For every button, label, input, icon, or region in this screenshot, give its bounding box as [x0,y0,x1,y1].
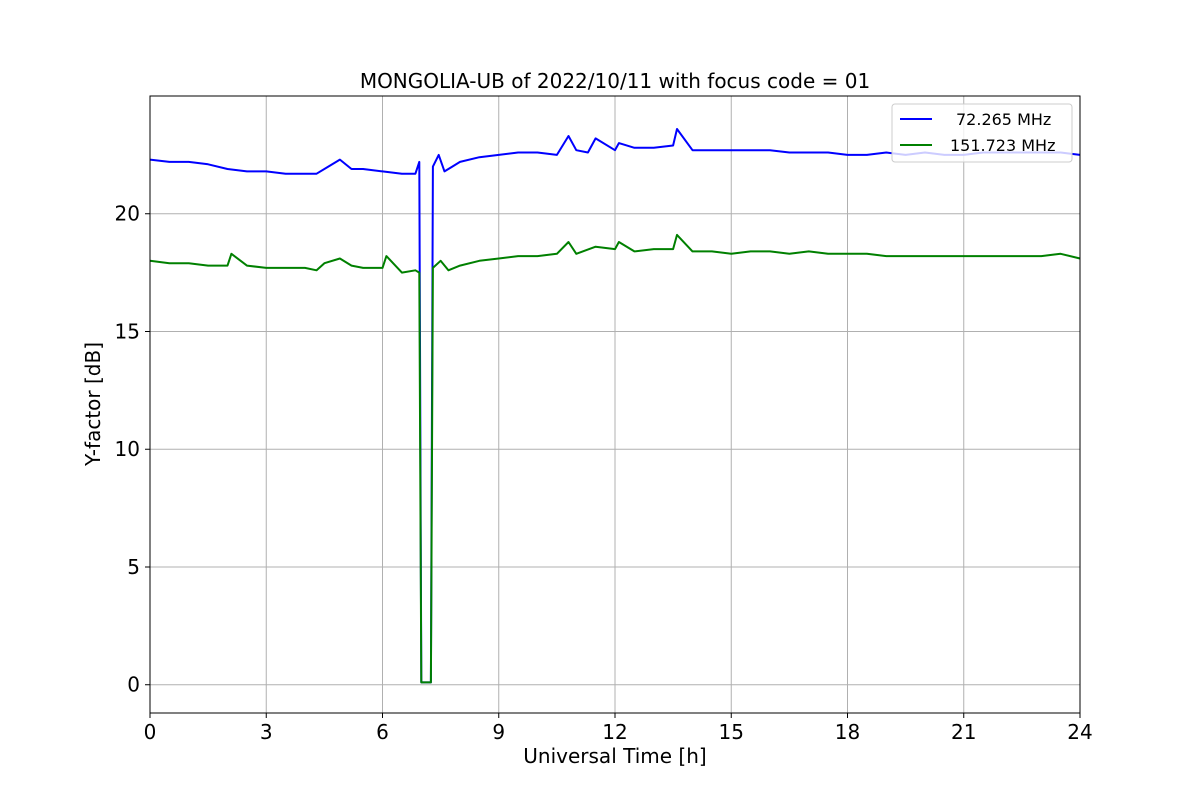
x-tick-label: 3 [260,720,273,744]
series-lines [149,128,1081,684]
y-tick-label: 0 [127,673,140,697]
grid [149,96,1081,713]
y-tick-label: 20 [115,202,140,226]
x-tick-label: 6 [376,720,389,744]
axis-ticks: 0 3 6 9 12 15 18 21 24 0 5 10 15 20 [115,202,1093,744]
x-tick-label: 9 [492,720,505,744]
x-tick-label: 21 [951,720,976,744]
legend-box [891,103,1073,163]
y-tick-label: 10 [115,437,140,461]
x-tick-label: 12 [602,720,627,744]
y-tick-label: 5 [127,555,140,579]
x-axis-label: Universal Time [h] [523,744,706,768]
x-tick-label: 0 [144,720,157,744]
chart-title: MONGOLIA-UB of 2022/10/11 with focus cod… [360,69,870,93]
series-line-1 [149,233,1081,684]
x-tick-label: 15 [719,720,744,744]
x-tick-label: 24 [1067,720,1092,744]
y-axis-label: Y-factor [dB] [81,342,105,467]
legend-label-151mhz: 151.723 MHz [950,136,1055,155]
legend: 72.265 MHz 151.723 MHz [891,103,1073,163]
y-tick-label: 15 [115,319,140,343]
x-tick-label: 18 [835,720,860,744]
series-line-0 [149,128,1081,684]
legend-label-72mhz: 72.265 MHz [956,110,1051,129]
